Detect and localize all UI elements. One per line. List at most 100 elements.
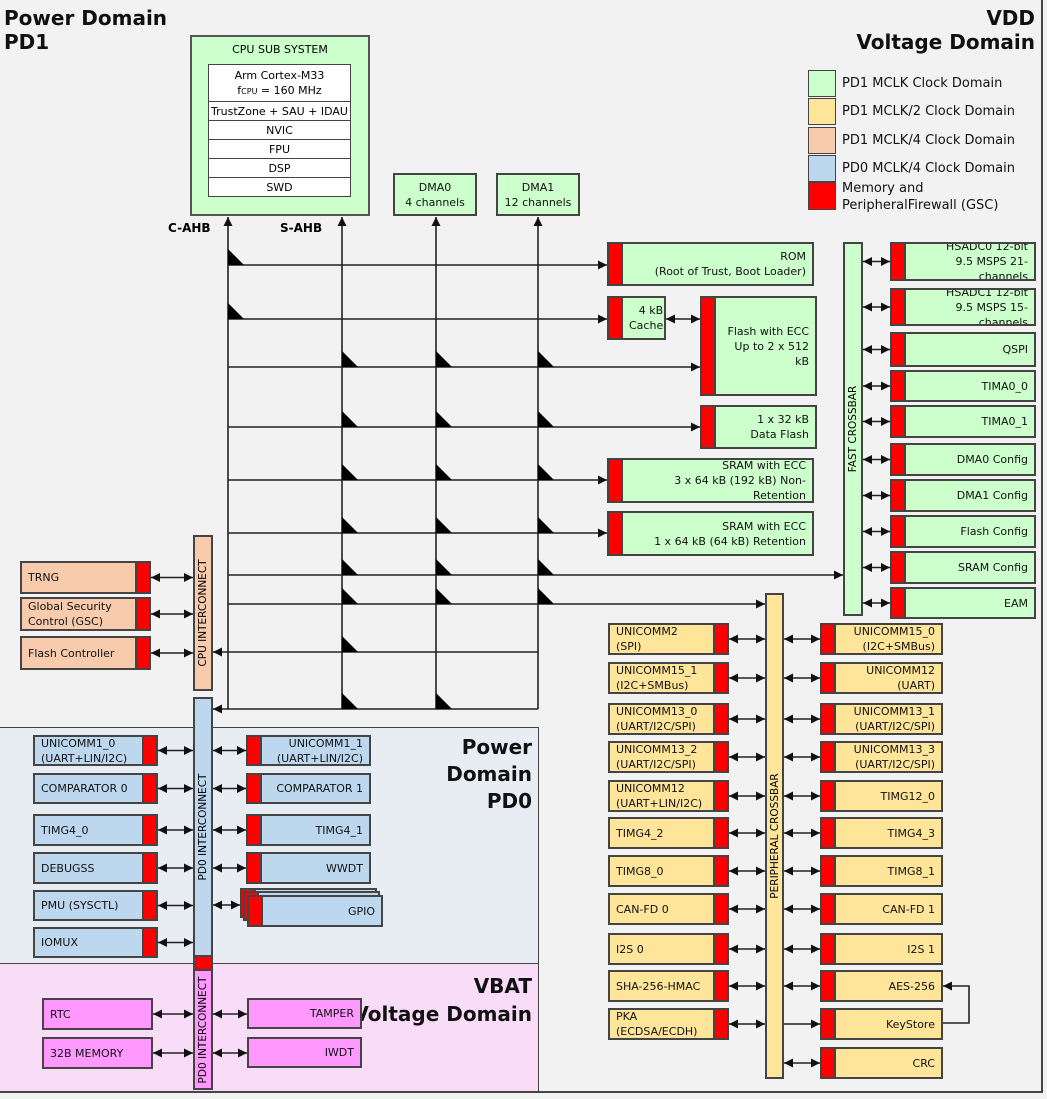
freq-f: f: [237, 83, 242, 97]
peripheral-right-item: KeyStore: [820, 1008, 943, 1040]
fast-crossbar-item: TIMA0_1: [890, 405, 1036, 438]
peripheral-right-item: UNICOMM13_1 (UART/I2C/SPI): [820, 703, 943, 735]
firewall-marker: [248, 854, 262, 882]
data-flash-block: 1 x 32 kB Data Flash: [700, 405, 817, 449]
cpu-interconnect-item: TRNG: [20, 561, 151, 594]
peripheral-left-item-label: TIMG8_0: [616, 864, 664, 878]
peripheral-left-item: UNICOMM13_2 (UART/I2C/SPI): [608, 741, 729, 773]
fast-crossbar-item-label: SRAM Config: [958, 561, 1028, 574]
cpu-core-label: Arm Cortex-M33: [234, 68, 325, 82]
fast-crossbar-label: FAST CROSSBAR: [847, 385, 859, 473]
pd0-right-item: TIMG4_1: [246, 814, 371, 846]
fast-crossbar-item-label: HSADC0 12-bit 9.5 MSPS 21-channels: [946, 242, 1028, 281]
bus-switch-marker: [228, 303, 244, 319]
bus-switch-marker: [436, 517, 452, 533]
pd0-right-item-label: COMPARATOR 1: [276, 782, 363, 795]
firewall-marker: [135, 563, 149, 592]
peripheral-right-item-label: TIMG12_0: [880, 789, 935, 803]
peripheral-left-item: I2S 0: [608, 933, 729, 965]
cpu-interconnect-item-label: TRNG: [28, 571, 60, 584]
sram-retention-block-label: SRAM with ECC 1 x 64 kB (64 kB) Retentio…: [654, 519, 806, 548]
firewall-marker: [822, 743, 836, 771]
peripheral-left-item-label: SHA-256-HMAC: [616, 979, 701, 993]
legend-label: Memory and PeripheralFirewall (GSC): [842, 181, 999, 213]
cache-block-label: 4 kB Cache: [629, 304, 664, 332]
legend-label: PD0 MCLK/4 Clock Domain: [842, 161, 1015, 176]
firewall-marker: [248, 816, 262, 844]
peripheral-left-item: UNICOMM12 (UART+LIN/I2C): [608, 780, 729, 812]
firewall-marker: [892, 244, 906, 279]
flash-block-label: Flash with ECC Up to 2 x 512 kB: [727, 324, 809, 368]
dma0-block: DMA0 4 channels: [393, 173, 477, 216]
firewall-marker: [822, 705, 836, 733]
firewall-marker: [892, 407, 906, 436]
pd0-left-item: COMPARATOR 0: [33, 773, 158, 804]
sram-retention-block: SRAM with ECC 1 x 64 kB (64 kB) Retentio…: [607, 511, 814, 556]
pd0-left-item-label: UNICOMM1_0 (UART+LIN/I2C): [41, 736, 128, 765]
dma1-block-label: DMA1 12 channels: [504, 180, 572, 209]
firewall-marker: [713, 664, 727, 692]
vbat-interconnect-label: PD0 INTERCONNECT: [197, 976, 209, 1083]
pd0-left-item: UNICOMM1_0 (UART+LIN/I2C): [33, 735, 158, 766]
peripheral-right-item: UNICOMM15_0 (I2C+SMBus): [820, 623, 943, 655]
bus-switch-marker: [342, 517, 358, 533]
fast-crossbar-item: QSPI: [890, 332, 1036, 367]
legend-swatch: [808, 127, 836, 154]
firewall-marker: [713, 935, 727, 963]
firewall-marker: [142, 854, 156, 882]
pd0-left-item-label: COMPARATOR 0: [41, 782, 128, 795]
firewall-marker: [892, 372, 906, 400]
legend-swatch: [808, 182, 836, 210]
bus-switch-marker: [342, 636, 358, 652]
pd0-right-item-label: WWDT: [326, 861, 363, 875]
vbat-right-item: TAMPER: [247, 998, 362, 1029]
legend-label: PD1 MCLK Clock Domain: [842, 76, 1003, 91]
pd0-right-item-label: UNICOMM1_1 (UART+LIN/I2C): [276, 736, 363, 765]
firewall-marker: [142, 737, 156, 764]
bus-switch-marker: [538, 411, 554, 427]
peripheral-left-item-label: I2S 0: [616, 942, 644, 956]
dma1-block: DMA1 12 channels: [496, 173, 580, 216]
peripheral-right-item-label: CAN-FD 1: [882, 902, 935, 916]
peripheral-right-item-label: UNICOMM13_3 (UART/I2C/SPI): [853, 743, 935, 771]
pd0-right-item-label: TIMG4_1: [315, 823, 363, 837]
peripheral-left-item-label: UNICOMM15_1 (I2C+SMBus): [616, 664, 698, 692]
cpu-feature: SWD: [208, 177, 351, 197]
fast-crossbar: FAST CROSSBAR: [843, 242, 863, 616]
firewall-marker: [713, 895, 727, 923]
fast-crossbar-item-label: EAM: [1004, 596, 1028, 610]
fast-crossbar-item: TIMA0_0: [890, 370, 1036, 402]
peripheral-right-item-label: AES-256: [888, 979, 935, 993]
firewall-marker: [713, 857, 727, 885]
firewall-marker: [892, 553, 906, 582]
bus-switch-marker: [436, 559, 452, 575]
pd0-interconnect-label: PD0 INTERCONNECT: [197, 773, 209, 881]
peripheral-right-item: UNICOMM13_3 (UART/I2C/SPI): [820, 741, 943, 773]
cpu-subsystem-title: CPU SUB SYSTEM: [232, 43, 328, 56]
peripheral-left-item-label: UNICOMM2 (SPI): [616, 625, 678, 653]
bus-switch-marker: [538, 351, 554, 367]
bus-switch-marker: [342, 559, 358, 575]
bus-switch-marker: [436, 351, 452, 367]
cpu-interconnect: CPU INTERCONNECT: [193, 535, 213, 691]
fast-crossbar-item: Flash Config: [890, 515, 1036, 548]
pd0-left-item-label: PMU (SYSCTL): [41, 899, 119, 912]
flash-block: Flash with ECC Up to 2 x 512 kB: [700, 296, 817, 396]
vbat-left-item: 32B MEMORY: [42, 1037, 153, 1069]
cpu-interconnect-item: Global Security Control (GSC): [20, 597, 151, 631]
firewall-marker: [822, 782, 836, 810]
pd0-left-item-label: IOMUX: [41, 936, 78, 949]
firewall-marker: [142, 892, 156, 919]
bus-switch-marker: [342, 693, 358, 709]
pd0-left-item: TIMG4_0: [33, 814, 158, 846]
peripheral-left-item: SHA-256-HMAC: [608, 970, 729, 1002]
cpu-interconnect-label: CPU INTERCONNECT: [197, 559, 209, 667]
cpu-feature: TrustZone + SAU + IDAU: [208, 101, 351, 121]
data-flash-block-label: 1 x 32 kB Data Flash: [750, 413, 809, 441]
pd0-right-item: COMPARATOR 1: [246, 773, 371, 804]
sram-nonretention-block: SRAM with ECC 3 x 64 kB (192 kB) Non-Ret…: [607, 458, 814, 503]
peripheral-crossbar: PERIPHERAL CROSSBAR: [765, 593, 784, 1079]
firewall-marker: [892, 334, 906, 365]
bus-switch-marker: [538, 559, 554, 575]
